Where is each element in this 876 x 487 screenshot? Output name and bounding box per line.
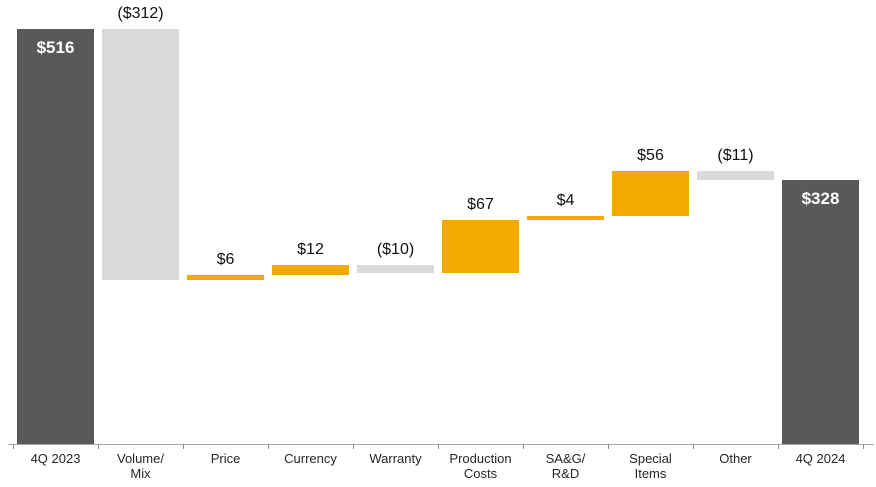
x-axis-label-4q-2023: 4Q 2023 bbox=[30, 451, 81, 466]
x-axis-tick bbox=[523, 444, 524, 449]
bar-volume-mix bbox=[102, 29, 179, 280]
bar-value-label-special-items: $56 bbox=[637, 147, 664, 165]
x-axis-tick bbox=[13, 444, 14, 449]
bar-value-label-price: $6 bbox=[216, 251, 235, 269]
x-axis-tick bbox=[693, 444, 694, 449]
x-axis-label-price: Price bbox=[210, 451, 241, 466]
bar-value-label-other: ($11) bbox=[717, 147, 754, 165]
bar-production-costs bbox=[442, 219, 519, 274]
x-axis-tick bbox=[183, 444, 184, 449]
bar-4q-2023 bbox=[17, 29, 94, 444]
bar-value-label-production-costs: $67 bbox=[467, 195, 494, 213]
bar-value-label-sa-g-r-d: $4 bbox=[556, 192, 575, 210]
bar-special-items bbox=[612, 171, 689, 217]
x-axis-label-warranty: Warranty bbox=[369, 451, 422, 466]
x-axis-label-production-costs: Production Costs bbox=[449, 451, 512, 481]
x-axis-label-sa-g-r-d: SA&G/ R&D bbox=[545, 451, 586, 481]
x-axis-tick bbox=[353, 444, 354, 449]
x-axis-tick bbox=[98, 444, 99, 449]
bar-4q-2024 bbox=[782, 180, 859, 444]
bar-value-label-warranty: ($10) bbox=[376, 241, 415, 259]
x-axis-label-special-items: Special Items bbox=[629, 451, 672, 481]
bar-price bbox=[187, 275, 264, 280]
x-axis-label-4q-2024: 4Q 2024 bbox=[795, 451, 846, 466]
x-axis-line bbox=[8, 444, 874, 445]
x-axis-label-currency: Currency bbox=[284, 451, 337, 466]
bar-value-label-4q-2024: $328 bbox=[801, 189, 840, 209]
bar-warranty bbox=[357, 265, 434, 274]
x-axis-label-other: Other bbox=[719, 451, 752, 466]
bar-value-label-currency: $12 bbox=[297, 241, 324, 259]
bar-value-label-4q-2023: $516 bbox=[36, 38, 75, 57]
x-axis-tick bbox=[778, 444, 779, 449]
x-axis-tick bbox=[608, 444, 609, 449]
bar-value-label-volume-mix: ($312) bbox=[117, 5, 164, 22]
x-axis-tick bbox=[268, 444, 269, 449]
x-axis-tick bbox=[863, 444, 864, 449]
bar-sa-g-r-d bbox=[527, 216, 604, 220]
x-axis-label-volume-mix: Volume/ Mix bbox=[117, 451, 164, 481]
bar-other bbox=[697, 171, 774, 181]
x-axis-tick bbox=[438, 444, 439, 449]
bar-currency bbox=[272, 265, 349, 276]
